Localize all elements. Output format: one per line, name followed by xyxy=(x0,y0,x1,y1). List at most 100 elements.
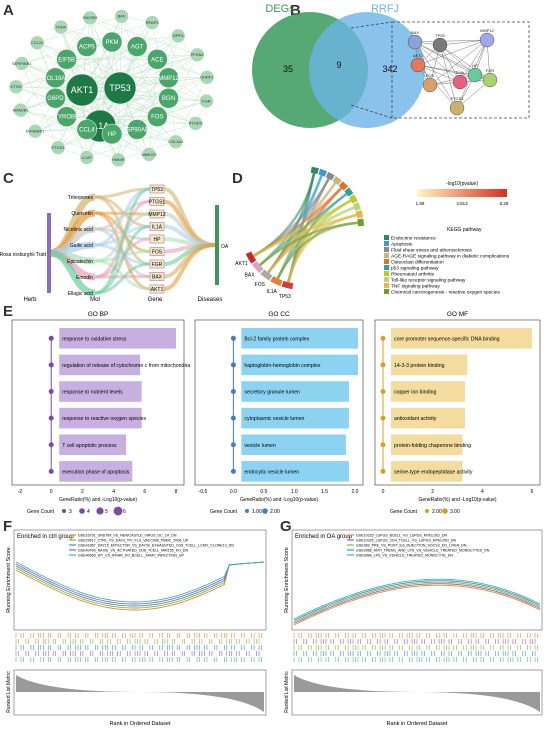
sankey-gene-node xyxy=(149,197,165,206)
kegg-legend-label: Rheumatoid arthritis xyxy=(391,272,435,278)
gsea-legend-label: GSE9988_LPS_VS_VEHICLE_TREATED_MONOCYTE_… xyxy=(356,554,453,558)
go-term-label: serine-type endopeptidase activity xyxy=(394,469,473,475)
network-node-label: BGN xyxy=(162,96,175,102)
network-node xyxy=(45,67,66,89)
kegg-legend-swatch xyxy=(384,241,389,246)
network-edge xyxy=(111,54,198,135)
go-term-label: response to oxidative stress xyxy=(62,336,127,342)
gsea-es-curve xyxy=(15,561,265,607)
go-dot xyxy=(48,362,54,368)
sankey-gene-label: TP53 xyxy=(151,187,163,193)
go-tick: 2.0 xyxy=(352,489,359,495)
gsea-legend-label: GSE41867_DAY15_EFFECTOR_VS_DAY30_EXHAUST… xyxy=(78,544,234,548)
venn-right-label: RRFJ xyxy=(371,3,399,15)
go-bar xyxy=(391,354,468,376)
network-node xyxy=(199,93,214,109)
network-node-label: MMP12 xyxy=(158,76,179,82)
ppi-inset-label: HP xyxy=(472,63,478,68)
network-node xyxy=(188,116,203,131)
network-edge xyxy=(15,35,179,87)
sankey-mol-label: Ellagic acid xyxy=(68,291,94,297)
go-bar xyxy=(391,461,463,482)
network-node-label: HMMR xyxy=(112,157,125,162)
go-legend-label: 3.00 xyxy=(450,509,460,515)
network-edge xyxy=(86,123,196,158)
ppi-network-panel: AKT1 TP53 IL1A PKM AGT ACE MMP12 BGN FOS HSP90AB1… xyxy=(8,9,214,168)
network-node xyxy=(158,67,179,89)
kegg-legend-swatch xyxy=(384,277,389,282)
gsea-metric-frame xyxy=(13,669,267,716)
chord-link xyxy=(259,221,358,267)
kegg-legend-title: KEGG pathway xyxy=(447,227,482,233)
gsea-es-curve xyxy=(15,561,265,603)
ppi-inset-edge xyxy=(429,39,488,86)
go-bar xyxy=(391,328,532,349)
network-node-label: CCL22 xyxy=(31,40,44,45)
sankey-gene-label: HP xyxy=(154,237,162,243)
chord-sector xyxy=(355,210,364,219)
network-node-label: TP53 xyxy=(109,83,131,93)
sankey-gene-label: IL1A xyxy=(152,225,163,231)
gsea-es-curve xyxy=(293,583,541,624)
chord-scale-title: -log10(pvalue) xyxy=(446,181,478,187)
go-legend-label: 4 xyxy=(87,509,90,515)
network-node xyxy=(27,123,43,139)
network-node-label: SNORD xyxy=(83,15,98,20)
kegg-legend-swatch xyxy=(384,271,389,276)
network-node-label: EIF5B xyxy=(58,57,75,63)
ppi-inset-edge xyxy=(459,39,488,83)
chord-sector xyxy=(260,269,273,281)
network-node-label: BAX xyxy=(118,14,126,19)
ppi-inset-node xyxy=(449,100,465,116)
kegg-legend-label: Chemical carcinogenesis - reactive oxyge… xyxy=(391,290,500,296)
network-node xyxy=(76,119,98,140)
gsea-es-curve xyxy=(15,561,265,611)
gsea-es-frame xyxy=(291,529,543,631)
network-node-label: EIF4EBP1 xyxy=(26,129,45,134)
network-node xyxy=(170,28,186,44)
sankey-gene-node xyxy=(149,284,165,294)
go-tick: 1.0 xyxy=(291,489,298,495)
go-dot xyxy=(380,362,386,368)
go-dot xyxy=(48,468,54,474)
chord-scale-tick: 3.813 xyxy=(456,201,468,206)
go-bar xyxy=(241,381,349,402)
network-node xyxy=(126,119,148,140)
network-node xyxy=(147,106,168,127)
chord-sector xyxy=(270,276,283,287)
network-edge xyxy=(21,63,121,89)
network-node xyxy=(14,56,30,71)
ppi-inset-label: FGR xyxy=(486,68,495,73)
ppi-inset-network: BAX AKT1 TP53 MMP12 FOS IL1A HP FGR PTGS1 xyxy=(407,28,498,116)
gsea-panel: Enriched in ctrl group GSE16791_UNSTIM_VS… xyxy=(6,529,543,727)
gsea-legend-label: GSE9988_ANTI_TREM1_AND_LPS_VS_VEHICLE_TR… xyxy=(356,549,490,553)
chord-sector xyxy=(349,194,358,204)
ppi-inset-edge xyxy=(414,41,458,109)
chord-sector xyxy=(338,181,349,191)
network-node-label: G6PD xyxy=(47,96,64,102)
go-legend-title: Gene Count xyxy=(390,509,418,515)
network-edge xyxy=(89,17,158,60)
panel-letter-c: C xyxy=(3,170,14,187)
sankey-herb-node xyxy=(47,213,51,293)
chord-sector xyxy=(318,168,328,177)
chord-gene-label: TP53 xyxy=(279,294,291,300)
go-tick: 0 xyxy=(50,489,53,495)
gsea-es-curve xyxy=(293,581,541,623)
chord-sector xyxy=(245,251,257,264)
sankey-disease-node xyxy=(215,205,219,285)
go-tick: 0.0 xyxy=(230,489,237,495)
go-title: GO CC xyxy=(268,311,290,318)
network-node xyxy=(141,147,157,162)
sankey-axis-label: Diseases xyxy=(198,297,223,303)
sankey-axis-label: Herb xyxy=(23,297,37,303)
gsea-legend-label: GSE40493_NAIVE_VS_ACTIVATED_CD8_TCELL_MI… xyxy=(78,549,189,553)
go-xlabel: GeneRatio(%) and -Log10(p-value) xyxy=(59,497,137,503)
ppi-inset-label: PTGS1 xyxy=(450,96,464,101)
network-node-label: ACP5 xyxy=(79,45,95,51)
gsea-legend-label: GSE10325_LUPUS_BCELL_VS_LUPUS_MYELOID_DN xyxy=(356,534,447,538)
network-node xyxy=(126,36,148,57)
ppi-inset-node xyxy=(410,57,426,73)
chord-sector xyxy=(310,166,319,175)
